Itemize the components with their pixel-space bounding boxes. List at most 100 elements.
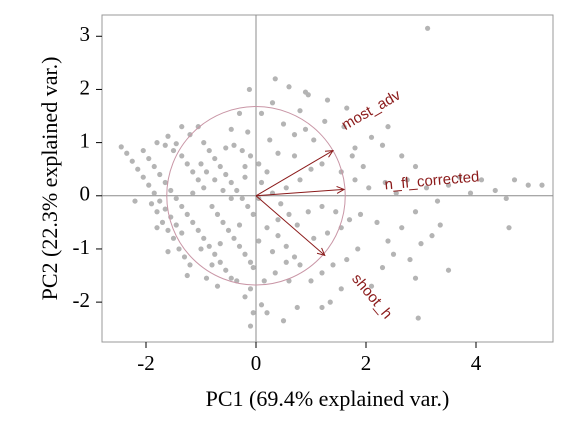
score-point bbox=[159, 219, 166, 225]
score-point bbox=[250, 310, 256, 316]
score-point bbox=[324, 97, 331, 103]
score-point bbox=[212, 251, 218, 257]
score-point bbox=[247, 286, 254, 292]
panel-border bbox=[101, 14, 554, 343]
loading-label-most-adv: most_adv bbox=[339, 86, 404, 133]
score-point bbox=[412, 163, 419, 170]
score-point bbox=[366, 185, 372, 191]
score-point bbox=[264, 225, 270, 231]
score-point bbox=[239, 147, 245, 154]
score-point bbox=[201, 235, 207, 241]
score-point bbox=[228, 275, 234, 281]
axis-ticks: -2 0 2 4 -2 -1 0 1 2 3 bbox=[73, 22, 482, 375]
score-point bbox=[379, 142, 386, 148]
score-point bbox=[170, 147, 177, 154]
score-point bbox=[525, 182, 531, 188]
score-point bbox=[242, 294, 248, 300]
score-point bbox=[445, 267, 452, 273]
score-point bbox=[157, 198, 163, 204]
score-point bbox=[280, 121, 287, 127]
loading-arrow-head bbox=[336, 185, 346, 194]
score-point bbox=[129, 158, 135, 164]
score-point bbox=[168, 187, 174, 194]
score-point bbox=[407, 256, 413, 263]
loading-arrows: most_adv n_fl_corrected shoot_h bbox=[255, 86, 480, 323]
score-point bbox=[297, 177, 303, 183]
score-point bbox=[297, 108, 303, 114]
score-point bbox=[467, 190, 474, 196]
score-point bbox=[305, 209, 311, 215]
score-point bbox=[247, 323, 254, 329]
score-point bbox=[338, 286, 344, 292]
score-point bbox=[151, 163, 157, 170]
score-point bbox=[258, 179, 265, 186]
score-point bbox=[214, 283, 221, 289]
score-point bbox=[286, 211, 292, 217]
score-point bbox=[297, 262, 303, 268]
score-point bbox=[132, 198, 138, 204]
score-point bbox=[184, 211, 190, 217]
score-point bbox=[346, 217, 353, 223]
score-point bbox=[272, 76, 278, 82]
score-point bbox=[250, 264, 256, 271]
score-point bbox=[291, 132, 298, 138]
score-point bbox=[399, 225, 405, 231]
loading-label-n-fl-corrected: n_fl_corrected bbox=[384, 168, 480, 193]
score-point bbox=[198, 246, 204, 252]
score-point bbox=[236, 243, 243, 249]
score-point bbox=[190, 190, 196, 196]
score-point bbox=[352, 145, 358, 151]
score-point bbox=[275, 150, 281, 156]
score-point bbox=[225, 227, 232, 233]
score-point bbox=[187, 262, 193, 268]
y-tick-label: 2 bbox=[80, 75, 91, 99]
score-point bbox=[341, 124, 347, 130]
y-tick-label: 3 bbox=[80, 22, 91, 46]
score-point bbox=[258, 302, 265, 308]
y-tick-label: 0 bbox=[80, 182, 91, 206]
score-point bbox=[157, 171, 163, 178]
score-point bbox=[203, 275, 210, 281]
score-point bbox=[245, 129, 251, 135]
score-point bbox=[258, 110, 265, 116]
score-point bbox=[165, 227, 171, 233]
score-point bbox=[269, 249, 276, 255]
score-point bbox=[234, 187, 240, 194]
score-point bbox=[223, 267, 229, 273]
score-point bbox=[382, 179, 388, 186]
score-point bbox=[223, 171, 229, 178]
score-point bbox=[437, 222, 443, 228]
score-point bbox=[352, 177, 358, 183]
score-point bbox=[246, 86, 252, 93]
score-point bbox=[434, 198, 441, 204]
score-point bbox=[355, 246, 361, 252]
score-point bbox=[236, 222, 243, 228]
score-point bbox=[319, 161, 325, 167]
score-point bbox=[236, 110, 243, 116]
score-point bbox=[239, 195, 245, 202]
score-point bbox=[344, 105, 350, 111]
score-point bbox=[162, 179, 168, 186]
score-point bbox=[539, 182, 545, 188]
score-point bbox=[217, 163, 223, 170]
loading-label-shoot-h: shoot_h bbox=[348, 271, 395, 323]
loading-arrow-line bbox=[255, 195, 326, 256]
loading-arrow-n-fl-corrected: n_fl_corrected bbox=[255, 168, 480, 197]
score-point bbox=[311, 137, 317, 143]
score-point bbox=[220, 219, 226, 225]
score-point bbox=[162, 206, 168, 212]
score-point bbox=[162, 142, 168, 148]
score-point bbox=[231, 142, 237, 148]
score-point bbox=[247, 259, 254, 265]
score-point bbox=[198, 161, 204, 167]
x-axis-title: PC1 (69.4% explained var.) bbox=[206, 386, 450, 411]
score-point bbox=[291, 153, 298, 159]
x-tick-label: -2 bbox=[137, 351, 155, 375]
score-point bbox=[140, 174, 146, 180]
score-point bbox=[418, 241, 424, 247]
score-point bbox=[404, 177, 410, 183]
score-point bbox=[242, 174, 248, 180]
score-point bbox=[148, 201, 155, 207]
score-point bbox=[280, 318, 287, 324]
